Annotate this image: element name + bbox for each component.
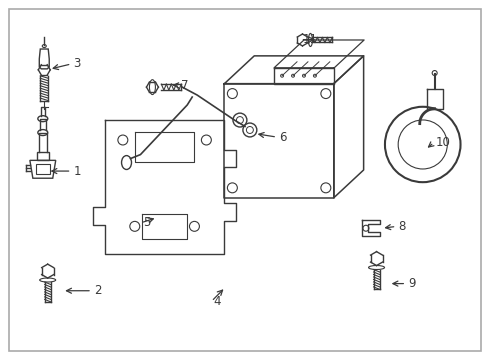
Text: 5: 5	[143, 216, 150, 229]
Text: 1: 1	[74, 165, 81, 177]
Text: 7: 7	[181, 79, 188, 92]
Text: 8: 8	[398, 220, 406, 233]
Text: 6: 6	[279, 131, 287, 144]
Text: 2: 2	[94, 284, 101, 297]
Bar	[37, 152, 49, 160]
Text: 9: 9	[408, 277, 416, 290]
Text: 4: 4	[213, 295, 221, 308]
Text: 11: 11	[302, 33, 318, 46]
Bar	[36, 164, 50, 174]
Text: 3: 3	[74, 57, 81, 71]
Text: 10: 10	[436, 136, 451, 149]
